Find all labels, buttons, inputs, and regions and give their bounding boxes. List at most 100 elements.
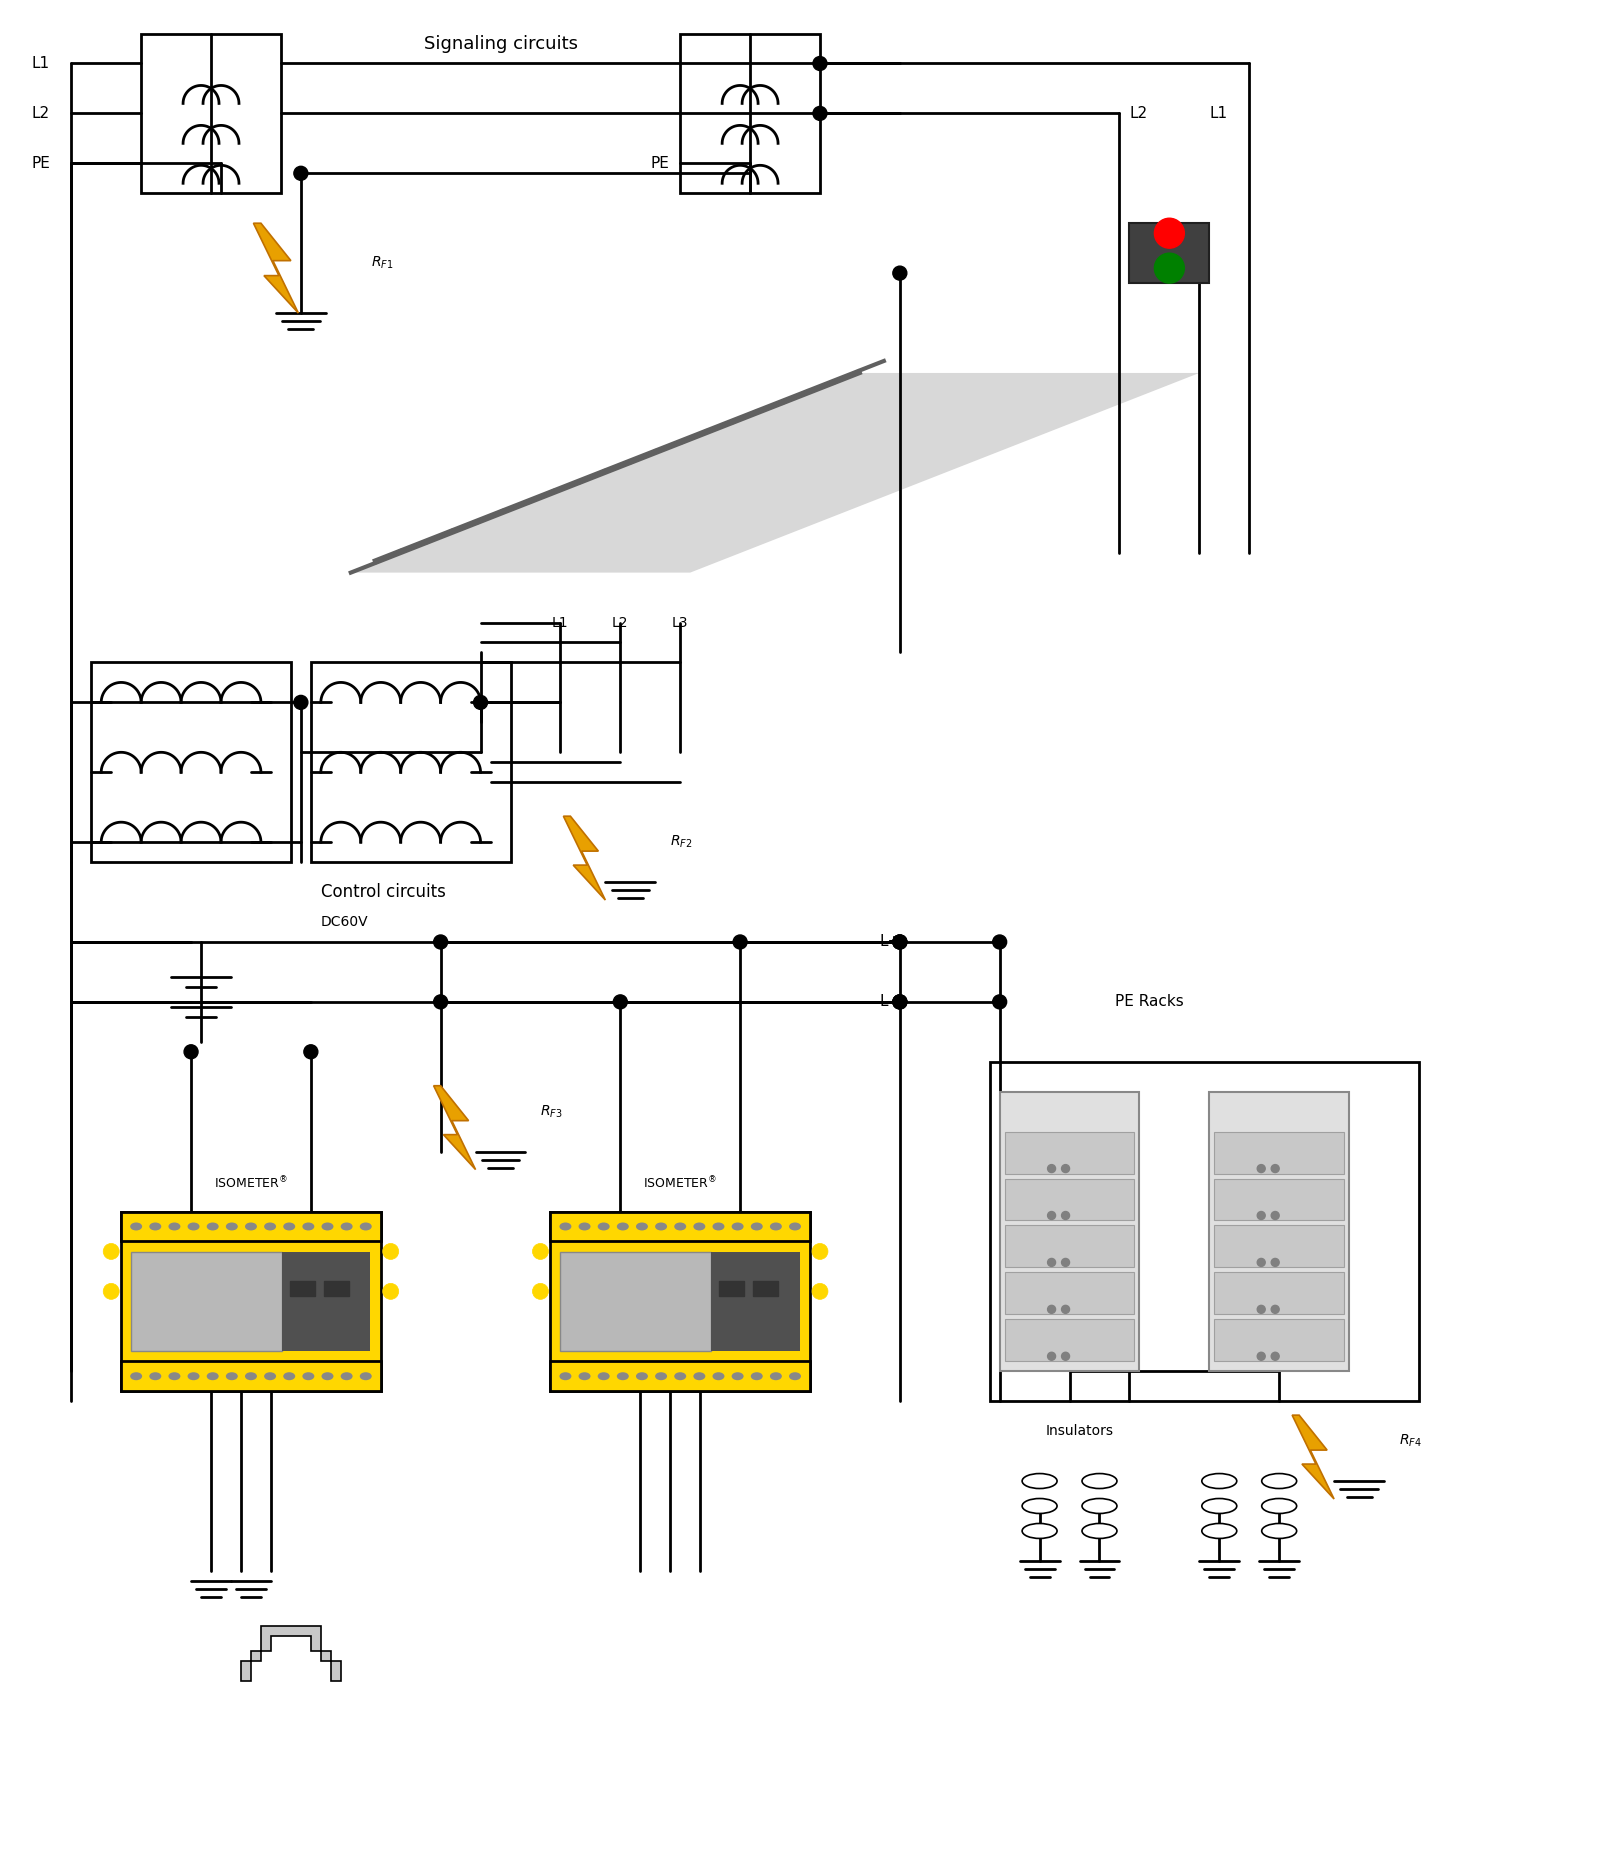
Circle shape [811, 1283, 828, 1300]
Ellipse shape [636, 1222, 647, 1230]
Ellipse shape [341, 1372, 353, 1380]
Circle shape [1048, 1306, 1056, 1313]
Circle shape [1061, 1211, 1069, 1219]
Text: L–: L– [881, 995, 897, 1009]
Polygon shape [242, 1626, 341, 1682]
Circle shape [1257, 1165, 1265, 1172]
Circle shape [383, 1283, 399, 1300]
Circle shape [295, 167, 308, 180]
Circle shape [533, 1243, 549, 1259]
Ellipse shape [283, 1222, 295, 1230]
Ellipse shape [750, 1222, 763, 1230]
Ellipse shape [1082, 1498, 1117, 1513]
Bar [1005, 1178, 1135, 1220]
Ellipse shape [245, 1222, 258, 1230]
Bar [1214, 1178, 1344, 1220]
Ellipse shape [264, 1222, 275, 1230]
Text: L3: L3 [671, 615, 689, 630]
Circle shape [613, 995, 628, 1009]
Text: ISOMETER$^{\circledR}$: ISOMETER$^{\circledR}$ [214, 1176, 288, 1191]
Polygon shape [433, 1085, 475, 1170]
Bar [551, 1211, 810, 1391]
Ellipse shape [713, 1372, 724, 1380]
Ellipse shape [150, 1222, 161, 1230]
Ellipse shape [130, 1222, 142, 1230]
Circle shape [813, 57, 828, 70]
Circle shape [1048, 1258, 1056, 1267]
Ellipse shape [303, 1222, 314, 1230]
Ellipse shape [322, 1372, 333, 1380]
Bar [1005, 1226, 1135, 1267]
Ellipse shape [130, 1372, 142, 1380]
Bar [1000, 1091, 1140, 1370]
Ellipse shape [694, 1222, 705, 1230]
Polygon shape [351, 372, 1199, 572]
Ellipse shape [617, 1222, 630, 1230]
Circle shape [733, 935, 747, 948]
Bar [720, 1282, 744, 1296]
Circle shape [813, 106, 828, 120]
Bar [1214, 1319, 1344, 1361]
Ellipse shape [1022, 1498, 1058, 1513]
Circle shape [433, 935, 448, 948]
Ellipse shape [789, 1372, 802, 1380]
Circle shape [894, 995, 906, 1009]
Text: L2: L2 [31, 106, 50, 120]
Circle shape [433, 995, 448, 1009]
Bar [311, 663, 510, 863]
Ellipse shape [617, 1372, 630, 1380]
Ellipse shape [675, 1222, 686, 1230]
Bar [121, 1361, 380, 1391]
Bar [712, 1252, 800, 1352]
Bar [121, 1211, 380, 1241]
Bar [130, 1252, 282, 1352]
Ellipse shape [578, 1222, 591, 1230]
Ellipse shape [1022, 1524, 1058, 1539]
Circle shape [304, 1045, 317, 1059]
Ellipse shape [1201, 1524, 1236, 1539]
Bar [1214, 1272, 1344, 1315]
Bar [753, 1282, 778, 1296]
Bar [560, 1252, 712, 1352]
Circle shape [993, 935, 1006, 948]
Circle shape [1257, 1306, 1265, 1313]
Bar [1005, 1272, 1135, 1315]
Text: L1: L1 [552, 615, 568, 630]
Ellipse shape [1262, 1524, 1296, 1539]
Ellipse shape [188, 1222, 200, 1230]
Circle shape [1272, 1306, 1280, 1313]
Ellipse shape [694, 1372, 705, 1380]
Ellipse shape [559, 1222, 572, 1230]
Ellipse shape [1082, 1474, 1117, 1489]
Circle shape [894, 267, 906, 280]
Ellipse shape [655, 1222, 667, 1230]
Ellipse shape [675, 1372, 686, 1380]
Polygon shape [564, 817, 605, 900]
Ellipse shape [359, 1372, 372, 1380]
Ellipse shape [770, 1372, 782, 1380]
Ellipse shape [1201, 1498, 1236, 1513]
Ellipse shape [283, 1372, 295, 1380]
Text: Signaling circuits: Signaling circuits [423, 35, 578, 52]
Circle shape [295, 694, 308, 709]
Text: PE: PE [650, 156, 670, 170]
Ellipse shape [1201, 1474, 1236, 1489]
Bar [1209, 1091, 1349, 1370]
Circle shape [1154, 219, 1185, 248]
Ellipse shape [188, 1372, 200, 1380]
Bar [1214, 1132, 1344, 1174]
Ellipse shape [731, 1222, 744, 1230]
Bar [1005, 1319, 1135, 1361]
Bar [121, 1211, 380, 1391]
Ellipse shape [597, 1222, 610, 1230]
Ellipse shape [169, 1372, 180, 1380]
Circle shape [1061, 1165, 1069, 1172]
Ellipse shape [225, 1222, 238, 1230]
Ellipse shape [169, 1222, 180, 1230]
Circle shape [993, 995, 1006, 1009]
Ellipse shape [150, 1372, 161, 1380]
Text: $R_{F2}$: $R_{F2}$ [670, 833, 692, 850]
Ellipse shape [597, 1372, 610, 1380]
Circle shape [103, 1283, 119, 1300]
Ellipse shape [789, 1222, 802, 1230]
